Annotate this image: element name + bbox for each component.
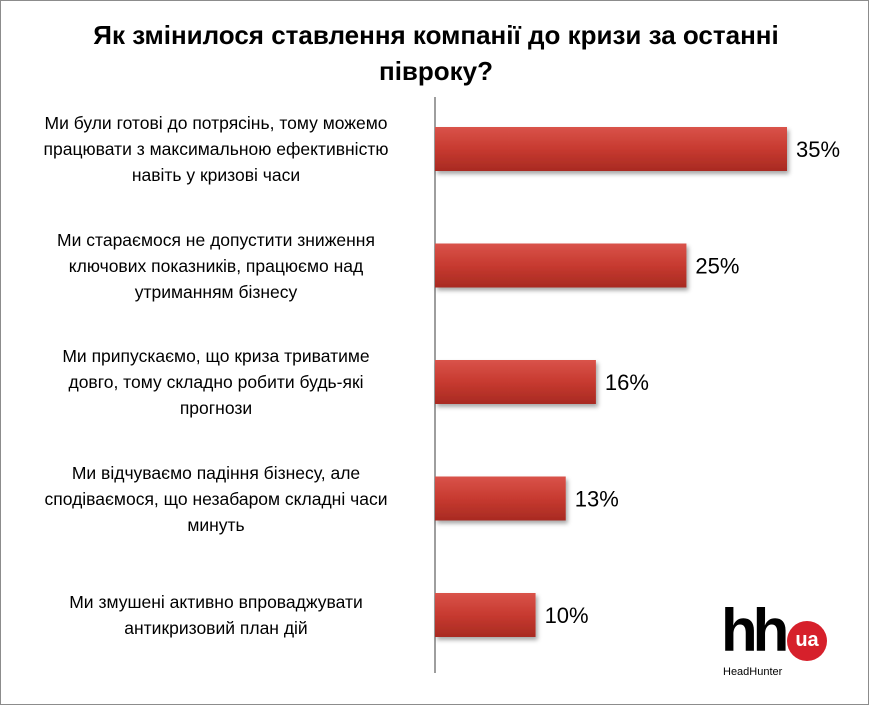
bar-value-label: 25% [695,254,739,279]
category-label-line: Ми були готові до потрясінь, тому можемо [44,113,388,133]
category-label-line: утриманням бізнесу [134,281,298,302]
bar-value-label: 13% [575,487,619,512]
logo-mark: hh [721,597,789,664]
bar-value-label: 16% [605,370,649,395]
category-label-line: минуть [187,514,245,535]
category-label-line: Ми відчуваємо падіння бізнесу, але [71,462,361,483]
bar [435,360,596,404]
bar-value-label: 10% [545,603,589,628]
category-label-line: Ми припускаємо, що криза триватиме [62,346,370,366]
chart-title-line: півроку? [378,56,494,86]
bar [435,243,687,288]
category-label: Ми були готові до потрясінь, тому можемо… [11,110,421,188]
logo-badge: ua [787,621,827,661]
category-label-line: Ми змушені активно впроваджувати [69,592,363,612]
category-label: Ми відчуваємо падіння бізнесу, але сподів… [11,460,421,538]
chart-title-line: Як змінилося ставлення компанії до кризи… [93,20,779,50]
bar [435,127,787,171]
category-label-line: Ми стараємося не допустити зниження [57,229,375,250]
bar [435,593,536,637]
headhunter-logo: hh ua HeadHunter [721,601,831,691]
category-label: Ми стараємося не допустити зниження ключо… [11,227,421,305]
category-label: Ми припускаємо, що криза триватиме довго,… [11,343,421,421]
bar [435,476,566,521]
chart-title: Як змінилося ставлення компанії до кризи… [61,17,811,89]
category-label-line: сподіваємося, що незабаром складні часи [44,488,388,509]
category-label-line: працювати з максимальною ефективністю [43,139,389,159]
category-label-line: ключових показників, працюємо над [68,255,364,276]
logo-badge-text: ua [795,629,819,651]
bar-value-label: 35% [796,137,840,162]
logo-subtitle: HeadHunter [723,666,783,678]
category-label-line: прогнози [179,398,253,418]
category-label-line: навіть у кризові часи [131,165,301,185]
category-label: Ми змушені активно впроваджувати антикриз… [11,589,421,641]
category-label-line: антикризовий план дій [124,618,308,638]
category-label-line: довго, тому складно робити будь-які [68,372,364,392]
